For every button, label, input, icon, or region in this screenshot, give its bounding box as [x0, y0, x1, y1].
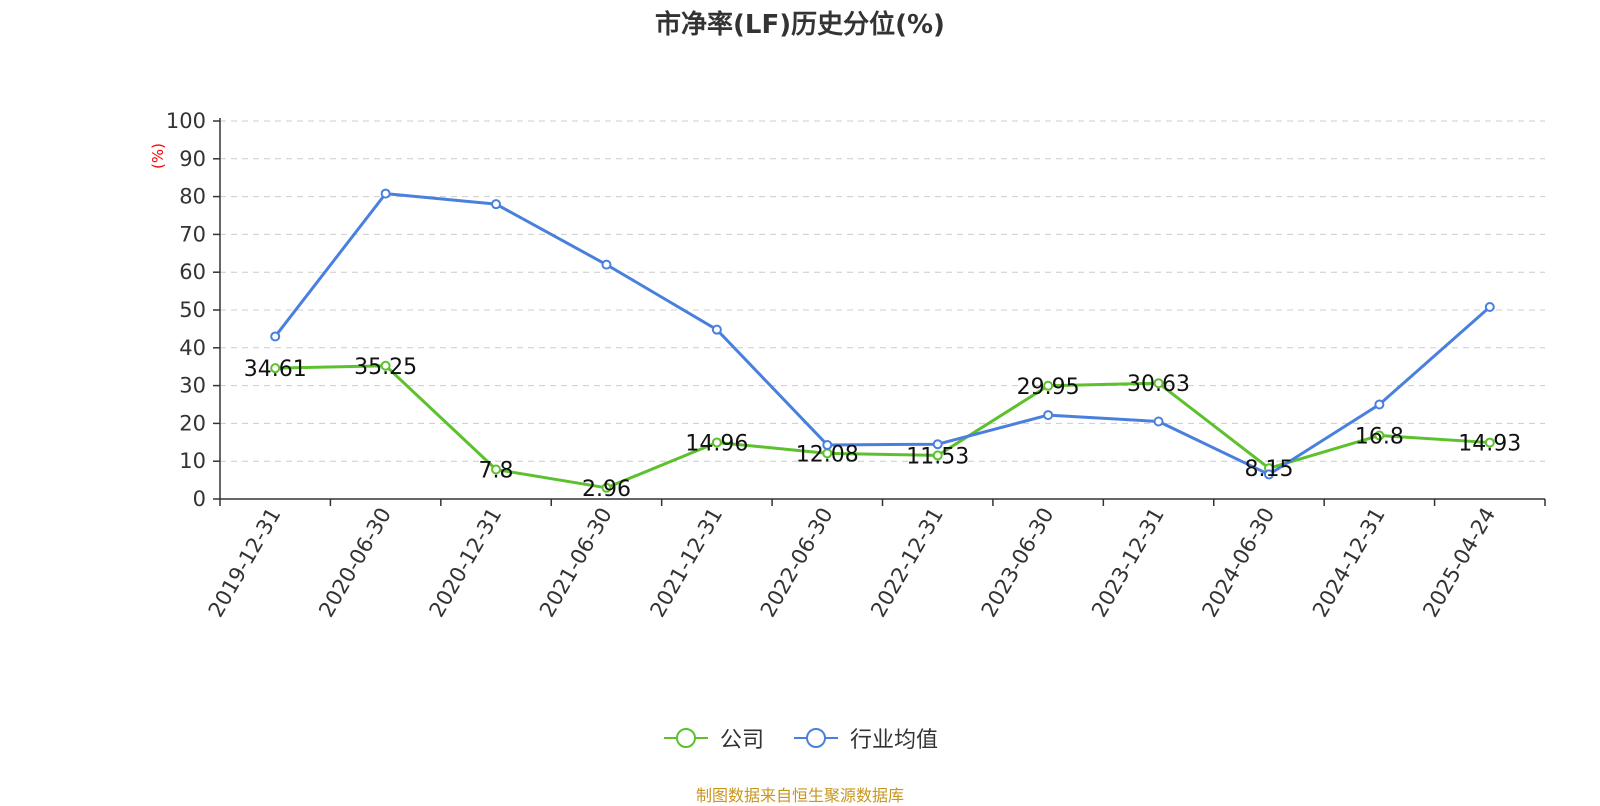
data-point-1 [380, 188, 391, 199]
data-point-0 [1484, 437, 1495, 448]
y-tick-label: 40 [179, 336, 206, 360]
y-tick-label: 80 [179, 185, 206, 209]
data-point-1 [270, 331, 281, 342]
legend-industry-avg-icon [794, 728, 838, 748]
data-label: 11.53 [906, 444, 969, 469]
y-tick-label: 100 [166, 109, 206, 133]
data-point-0 [491, 464, 502, 475]
y-tick-label: 60 [179, 260, 206, 284]
x-tick-label: 2025-04-24 [1418, 504, 1500, 622]
data-label: 35.25 [354, 355, 417, 380]
legend-industry-avg-label: 行业均值 [850, 728, 939, 753]
data-label: 8.15 [1244, 457, 1293, 482]
data-point-1 [1043, 410, 1054, 421]
legend-company-label: 公司 [719, 728, 764, 753]
legend-item-industry-avg[interactable]: 行业均值 [792, 722, 938, 754]
x-tick-label: 2019-12-31 [204, 504, 286, 622]
chart-title: 市净率(LF)历史分位(%) [655, 10, 945, 40]
data-point-0 [601, 482, 612, 493]
data-point-1 [932, 439, 943, 450]
y-tick-label: 10 [179, 449, 206, 473]
x-tick-label: 2020-06-30 [314, 504, 396, 622]
x-tick-label: 2020-12-31 [425, 503, 507, 621]
x-tick-label: 2024-12-31 [1308, 504, 1390, 622]
data-point-0 [1153, 378, 1164, 389]
data-label: 29.95 [1017, 375, 1080, 400]
legend-item-company[interactable]: 公司 [662, 722, 764, 754]
data-label: 14.96 [685, 431, 748, 456]
x-tick-label: 2021-12-31 [645, 504, 727, 622]
data-label: 16.8 [1355, 424, 1404, 449]
x-tick-label: 2022-12-31 [866, 503, 948, 621]
data-point-0 [1374, 430, 1385, 441]
x-tick-label: 2023-12-31 [1087, 504, 1169, 622]
data-label: 7.8 [479, 459, 514, 484]
data-point-1 [1263, 469, 1274, 480]
source-note: 制图数据来自恒生聚源数据库 [695, 786, 904, 805]
data-point-1 [1374, 399, 1385, 410]
data-point-1 [491, 199, 502, 210]
legend-company-icon [663, 728, 708, 748]
data-point-1 [1153, 416, 1164, 427]
y-axis-label: (%) [149, 143, 167, 169]
x-tick-label: 2023-06-30 [977, 504, 1059, 622]
y-tick-label: 70 [179, 222, 206, 246]
data-labels: 34.61 35.25 7.8 2.96 14.96 12.08 11.53 29.95 30.… [244, 355, 1522, 502]
x-tick-label: 2021-06-30 [535, 504, 617, 622]
y-tick-label: 20 [179, 411, 206, 435]
data-point-0 [932, 450, 943, 461]
data-label: 2.96 [582, 477, 631, 502]
data-point-1 [822, 439, 833, 450]
data-point-0 [380, 360, 391, 371]
data-point-1 [1484, 301, 1495, 312]
series-lines [270, 188, 1495, 493]
data-point-0 [270, 363, 281, 374]
data-point-1 [711, 324, 722, 335]
x-tick-label: 2024-06-30 [1197, 504, 1279, 622]
grid-lines [220, 120, 1545, 462]
data-point-0 [1043, 380, 1054, 391]
y-tick-label: 0 [193, 487, 206, 511]
data-label: 30.63 [1127, 372, 1190, 397]
y-tick-label: 90 [179, 147, 206, 171]
data-label: 12.08 [796, 442, 859, 467]
legend: 公司 行业均值 [0, 722, 1600, 754]
data-label: 34.61 [244, 357, 307, 382]
data-point-0 [711, 437, 722, 448]
series-line-1 [274, 192, 1491, 476]
data-label: 14.93 [1458, 432, 1521, 457]
y-tick-label: 30 [179, 374, 206, 398]
series-line-0 [275, 364, 1490, 490]
y-tick-label: 50 [179, 298, 206, 322]
x-tick-label: 2022-06-30 [756, 504, 838, 622]
data-point-1 [601, 259, 612, 270]
